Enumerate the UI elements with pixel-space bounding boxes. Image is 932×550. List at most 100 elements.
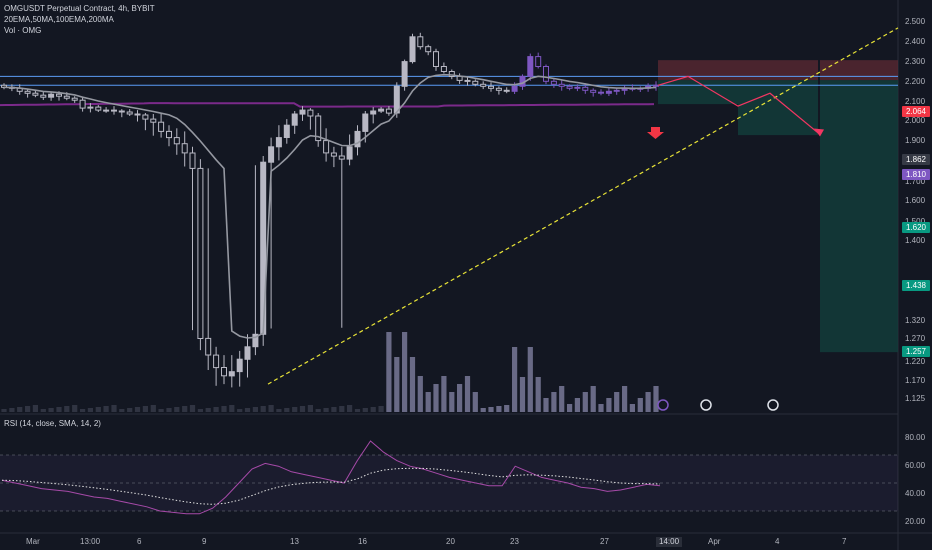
candle-body-8 — [63, 95, 70, 99]
candle-body-51 — [401, 61, 408, 87]
volume-bar-79 — [622, 386, 628, 412]
volume-bar-46 — [362, 408, 368, 412]
rsi-tick: 80.00 — [905, 433, 926, 442]
candle-body-3 — [24, 90, 31, 94]
volume-bar-40 — [315, 409, 321, 412]
volume-bar-81 — [637, 398, 643, 412]
candle-body-13 — [103, 109, 110, 112]
volume-bar-61 — [480, 408, 486, 412]
candle-body-71 — [558, 83, 565, 87]
candle-body-4 — [32, 92, 39, 96]
price-tick: 1.900 — [905, 136, 926, 145]
candle-body-53 — [417, 36, 424, 48]
candle-body-56 — [440, 66, 447, 72]
rsi-signal-line — [1, 467, 661, 505]
price-tick: 2.400 — [905, 37, 926, 46]
ema20-line — [3, 73, 657, 339]
time-tick: 23 — [510, 537, 519, 546]
volume-bar-14 — [111, 405, 117, 412]
price-tick: 2.000 — [905, 116, 926, 125]
target-zone-0 — [658, 80, 738, 105]
candle-body-64 — [503, 89, 510, 92]
volume-bar-15 — [119, 409, 125, 412]
volume-bar-44 — [347, 405, 353, 412]
volume-bar-68 — [535, 377, 541, 412]
candle-body-16 — [126, 111, 133, 115]
time-tick: 20 — [446, 537, 455, 546]
volume-bar-24 — [189, 405, 196, 412]
time-tick: Apr — [708, 537, 721, 546]
candle-body-14 — [111, 109, 117, 112]
candle-body-83 — [653, 84, 659, 87]
volume-bar-9 — [72, 405, 78, 412]
candle-body-7 — [56, 93, 62, 97]
candle-body-59 — [464, 79, 471, 82]
candle-body-30 — [236, 358, 243, 373]
candle-body-72 — [566, 85, 573, 89]
volume-bar-75 — [590, 386, 596, 412]
volume-bar-16 — [127, 408, 133, 412]
volume-bar-4 — [32, 405, 38, 412]
candle-body-38 — [299, 109, 306, 115]
candle-body-68 — [535, 56, 542, 67]
candle-body-36 — [283, 124, 290, 138]
candle-body-27 — [213, 354, 220, 369]
price-tick: 1.125 — [905, 394, 926, 403]
price-tick: 1.500 — [905, 217, 925, 227]
candle-body-76 — [598, 91, 604, 94]
candle-body-54 — [425, 46, 432, 53]
event-icon-2 — [767, 399, 779, 411]
volume-bar-19 — [150, 405, 156, 412]
candle-body-46 — [362, 113, 369, 132]
candle-body-5 — [40, 94, 47, 98]
volume-bar-53 — [417, 376, 423, 412]
volume-bar-26 — [205, 408, 211, 412]
price-tick: 1.600 — [905, 196, 926, 205]
volume-bar-70 — [551, 392, 557, 412]
volume-bar-57 — [449, 392, 455, 412]
volume-bar-22 — [174, 407, 180, 412]
price-tag-gray: 1.862 — [902, 154, 930, 165]
target-zone-2 — [820, 80, 898, 353]
volume-bar-35 — [276, 409, 282, 412]
volume-bar-58 — [457, 384, 463, 412]
volume-bar-50 — [394, 357, 400, 412]
candle-body-61 — [480, 83, 487, 87]
volume-bar-45 — [354, 409, 361, 412]
volume-bar-49 — [386, 332, 392, 412]
volume-bar-13 — [103, 406, 109, 412]
volume-bar-10 — [80, 409, 86, 412]
volume-bar-7 — [56, 407, 62, 412]
candle-body-39 — [307, 109, 314, 117]
volume-bar-2 — [17, 407, 23, 412]
price-tag-green: 1.438 — [902, 280, 930, 291]
support-trendline — [267, 27, 899, 385]
price-tick: 1.220 — [905, 357, 926, 366]
event-icon-0 — [657, 399, 669, 411]
candle-body-45 — [354, 130, 361, 148]
volume-bar-8 — [64, 406, 70, 412]
rsi-line — [1, 440, 661, 515]
volume-bar-77 — [606, 398, 612, 412]
volume-bar-76 — [598, 404, 604, 412]
volume-legend: Vol · OMG — [4, 26, 42, 35]
volume-bar-82 — [645, 392, 651, 412]
price-tag-green: 1.620 — [902, 222, 930, 233]
volume-bar-71 — [559, 386, 565, 412]
price-tick: 1.170 — [905, 376, 926, 385]
candle-body-21 — [166, 130, 172, 139]
projection-arrowhead — [814, 128, 824, 137]
volume-bar-34 — [268, 405, 274, 412]
volume-bar-30 — [237, 409, 243, 412]
volume-bar-42 — [331, 407, 337, 412]
volume-bar-73 — [574, 398, 580, 412]
price-tick: 1.400 — [905, 236, 926, 245]
time-tick: 14:00 — [656, 537, 683, 547]
candle-body-52 — [409, 36, 416, 63]
volume-bar-74 — [582, 392, 588, 412]
candle-body-49 — [385, 108, 392, 114]
candle-body-41 — [323, 140, 330, 154]
time-tick: 7 — [842, 537, 847, 546]
